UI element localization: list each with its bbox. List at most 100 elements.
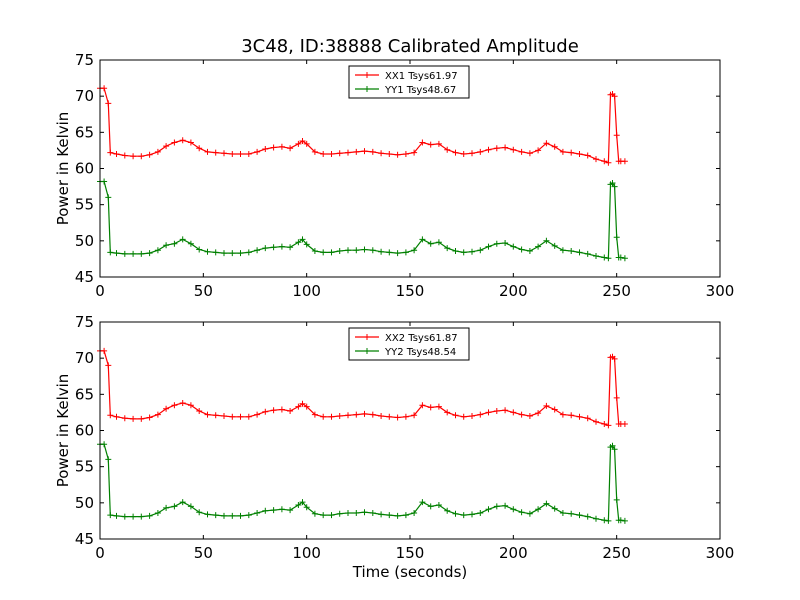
y-tick-label: 60	[75, 160, 94, 178]
data-point	[353, 148, 360, 155]
data-point	[411, 412, 418, 419]
data-point	[568, 412, 575, 419]
data-point	[402, 512, 409, 519]
data-point	[237, 512, 244, 519]
data-point	[584, 513, 591, 520]
data-point	[402, 151, 409, 157]
data-point	[212, 412, 219, 419]
data-point	[130, 513, 137, 520]
data-point	[146, 414, 153, 421]
y-tick-label: 60	[75, 422, 94, 440]
data-point	[163, 143, 170, 150]
data-point	[262, 507, 269, 514]
data-point	[535, 506, 542, 513]
x-tick-label: 200	[499, 544, 528, 562]
data-point	[138, 415, 145, 422]
data-point	[146, 512, 153, 519]
data-point	[493, 408, 500, 414]
data-point	[419, 236, 426, 243]
data-point	[584, 415, 591, 422]
data-point	[543, 140, 550, 147]
data-point	[345, 149, 351, 156]
data-point	[113, 151, 120, 157]
data-point	[369, 411, 376, 418]
data-point	[287, 145, 294, 152]
data-point	[435, 239, 442, 246]
data-point	[469, 413, 475, 419]
x-tick-label: 100	[292, 282, 321, 300]
legend-label: YY2 Tsys48.54	[384, 347, 456, 358]
data-point	[526, 150, 533, 157]
data-point	[411, 510, 418, 516]
data-point	[502, 407, 509, 414]
data-point	[179, 236, 186, 243]
data-point	[336, 248, 343, 254]
data-point	[295, 239, 302, 246]
data-point	[621, 517, 628, 524]
data-point	[107, 149, 114, 156]
data-point	[262, 408, 269, 415]
data-point	[435, 140, 442, 147]
data-point	[345, 510, 351, 516]
data-point	[378, 511, 385, 518]
data-point	[452, 510, 459, 517]
data-point	[196, 509, 203, 516]
data-point	[262, 245, 269, 252]
data-point	[386, 151, 393, 157]
data-point	[121, 152, 128, 159]
data-point	[154, 411, 161, 418]
y-tick-label: 65	[75, 385, 94, 403]
data-point	[303, 403, 310, 410]
data-point	[526, 248, 533, 254]
data-point	[518, 246, 525, 253]
x-tick-label: 150	[396, 544, 425, 562]
data-point	[212, 512, 219, 519]
data-point	[369, 510, 376, 516]
data-point	[584, 250, 591, 257]
data-point	[613, 234, 620, 241]
data-point	[295, 502, 302, 508]
legend-marker	[364, 334, 370, 340]
data-point	[187, 139, 194, 146]
data-point	[299, 400, 306, 407]
data-point	[154, 510, 161, 516]
data-point	[287, 507, 294, 514]
data-point	[601, 158, 608, 165]
data-point	[361, 410, 368, 417]
data-point	[559, 510, 566, 516]
data-point	[353, 247, 360, 254]
data-point	[543, 402, 550, 409]
data-point	[138, 250, 145, 257]
data-point	[427, 141, 434, 148]
x-tick-label: 250	[602, 282, 631, 300]
data-point	[444, 245, 451, 252]
y-tick-label: 55	[75, 458, 94, 476]
data-point	[113, 250, 120, 257]
data-point	[163, 242, 170, 249]
data-point	[336, 413, 343, 419]
data-point	[270, 507, 277, 514]
x-tick-label: 200	[499, 282, 528, 300]
data-point	[535, 243, 542, 250]
data-point	[245, 249, 252, 256]
data-point	[518, 509, 525, 516]
data-point	[311, 411, 318, 418]
data-point	[163, 504, 170, 511]
data-point	[518, 411, 525, 418]
data-point	[299, 138, 306, 144]
data-point	[394, 512, 401, 519]
data-point	[101, 178, 108, 185]
data-point	[187, 240, 194, 247]
data-point	[237, 151, 244, 157]
data-point	[278, 506, 285, 513]
data-point	[477, 411, 484, 418]
data-point	[611, 183, 618, 190]
data-point	[107, 249, 114, 256]
data-point	[105, 194, 112, 201]
data-point	[328, 249, 335, 256]
data-point	[101, 347, 108, 354]
data-point	[435, 502, 442, 508]
data-point	[254, 510, 261, 516]
y-axis-label: Power in Kelvin	[54, 374, 72, 488]
data-point	[353, 510, 360, 516]
